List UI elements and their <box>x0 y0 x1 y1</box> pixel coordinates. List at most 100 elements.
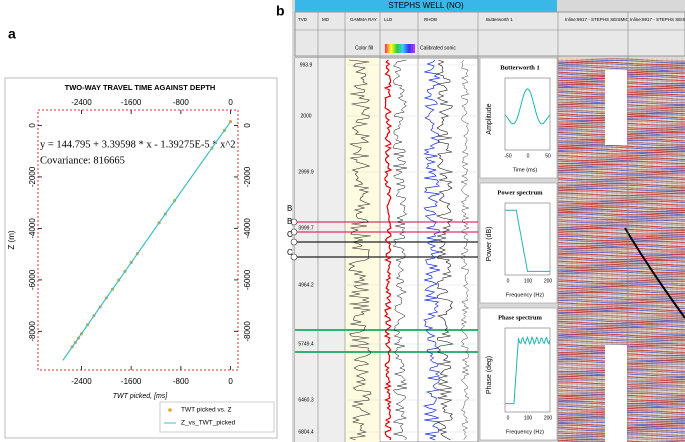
depth-label: 3999.7 <box>298 225 314 231</box>
subplot-xlabel: Time (ms) <box>513 167 538 173</box>
y-tick-label: -6000 <box>243 269 252 290</box>
subplot-title: Butterworth 1 <box>500 64 540 71</box>
subplot-curve <box>505 209 550 272</box>
subplot-tick: 200 <box>544 415 553 421</box>
x-axis-label: TWT picked, [ms] <box>113 393 169 400</box>
y-axis-label: Z (m) <box>7 230 16 249</box>
track-header: GAMMA RAY <box>350 17 377 22</box>
horizon-label: C <box>287 230 293 239</box>
track-header: Butterworth 1 <box>486 17 513 22</box>
subplot-tick: 200 <box>544 278 553 284</box>
fault-line <box>624 227 685 319</box>
y-tick-label: -2000 <box>243 166 252 187</box>
y-tick-label: -6000 <box>28 269 37 290</box>
subplot <box>479 307 558 441</box>
horizon-marker <box>290 218 298 226</box>
log-curve <box>348 59 372 441</box>
subplot-ylabel: Power (dB) <box>486 226 493 261</box>
subplot-tick: 100 <box>524 415 533 421</box>
depth-tracks <box>295 58 345 442</box>
x-tick-label: 0 <box>228 377 233 386</box>
subplot-tick: 50 <box>545 153 551 159</box>
subplot-curve <box>504 88 551 125</box>
y-tick-label: -8000 <box>28 321 37 342</box>
subplot-tick: 100 <box>524 278 533 284</box>
horizon-marker <box>290 253 298 261</box>
subplot-ylabel: Amplitude <box>486 103 493 134</box>
log-curve <box>422 59 441 441</box>
panel-label: a <box>8 26 16 42</box>
subplot-title: Power spectrum <box>497 189 543 196</box>
subplot-axes <box>504 327 551 413</box>
horizon-label: C <box>287 248 293 257</box>
legend-label: Z_vs_TWT_picked <box>181 420 236 427</box>
subplot-title: Phase spectrum <box>498 314 542 321</box>
chart-title: TWO-WAY TRAVEL TIME AGAINST DEPTH <box>65 83 216 92</box>
track-header: RHOB <box>424 17 437 22</box>
header-note: Color fill <box>355 45 373 51</box>
header-note: Calibrated sonic <box>420 45 456 51</box>
log-curve <box>460 59 470 441</box>
subplot-xlabel: Frequency (Hz) <box>506 429 544 435</box>
panel-a-frame <box>4 77 278 439</box>
legend-box <box>159 401 275 433</box>
track-header: MD <box>322 17 330 22</box>
depth-label: 4964.2 <box>298 282 314 288</box>
well-title-bar <box>295 0 557 12</box>
covariance: Covariance: 816665 <box>40 155 125 166</box>
y-tick-label: -4000 <box>28 218 37 239</box>
depth-label: 5749.4 <box>298 341 314 347</box>
subplot-ylabel: Phase (deg) <box>486 356 493 394</box>
depth-label: 6804.4 <box>298 429 314 435</box>
gamma-track <box>345 58 380 442</box>
seismic-reflector <box>558 440 685 442</box>
panel-label: b <box>276 3 285 19</box>
depth-label: 993.9 <box>300 62 313 68</box>
depth-label: 2999.9 <box>298 169 314 175</box>
blank-trace <box>605 345 627 442</box>
subplot-curve <box>505 335 551 405</box>
y-tick-label: 0 <box>28 123 37 128</box>
equation: y = 144.795 + 3.39598 * x - 1.39275E-5 *… <box>40 139 236 150</box>
track-header: Inline:8917 - STEPHS SEISMIC <box>630 17 685 22</box>
log-curve <box>435 59 454 441</box>
horizon-marker <box>290 238 298 246</box>
subplot-tick: 0 <box>507 278 510 284</box>
x-tick-label: -800 <box>173 98 190 107</box>
subplot-xlabel: Frequency (Hz) <box>506 292 544 298</box>
track-header: Inline:8917 - STEPHS SEISMIC <box>565 17 630 22</box>
color-fill <box>385 44 415 53</box>
y-tick-label: -4000 <box>243 218 252 239</box>
x-tick-label: -1600 <box>121 98 142 107</box>
legend-label: TWT picked vs. Z <box>181 407 231 414</box>
x-tick-label: -2400 <box>71 377 92 386</box>
horizon-label: B <box>287 204 292 213</box>
subplot-tick: 0 <box>527 153 530 159</box>
legend: TWT picked vs. Z Z_vs_TWT_picked <box>159 401 275 433</box>
plot-frame <box>37 109 239 371</box>
log-curve <box>383 59 393 441</box>
subplot-axes <box>504 77 551 151</box>
header-table <box>294 11 685 57</box>
subplot-tick: -50 <box>504 153 511 159</box>
x-tick-label: -800 <box>173 377 190 386</box>
log-curve <box>392 59 408 441</box>
depth-label: 2000 <box>300 113 311 119</box>
x-tick-label: -1600 <box>121 377 142 386</box>
horizon-label: B <box>287 217 292 226</box>
x-tick-label: 0 <box>228 98 233 107</box>
y-tick-label: -8000 <box>243 321 252 342</box>
fit-line <box>62 121 232 361</box>
well-title: STEPHS WELL (NO) <box>388 1 464 10</box>
y-tick-label: -2000 <box>28 166 37 187</box>
depth-label: 6460.3 <box>298 397 314 403</box>
track-header: TVD <box>298 17 308 22</box>
legend-swatch <box>168 408 172 412</box>
horizon-marker <box>290 228 298 236</box>
track-header: LLD <box>384 17 393 22</box>
y-tick-label: 0 <box>243 123 252 128</box>
subplot-axes <box>504 202 551 276</box>
blank-trace <box>605 70 627 145</box>
x-tick-label: -2400 <box>71 98 92 107</box>
